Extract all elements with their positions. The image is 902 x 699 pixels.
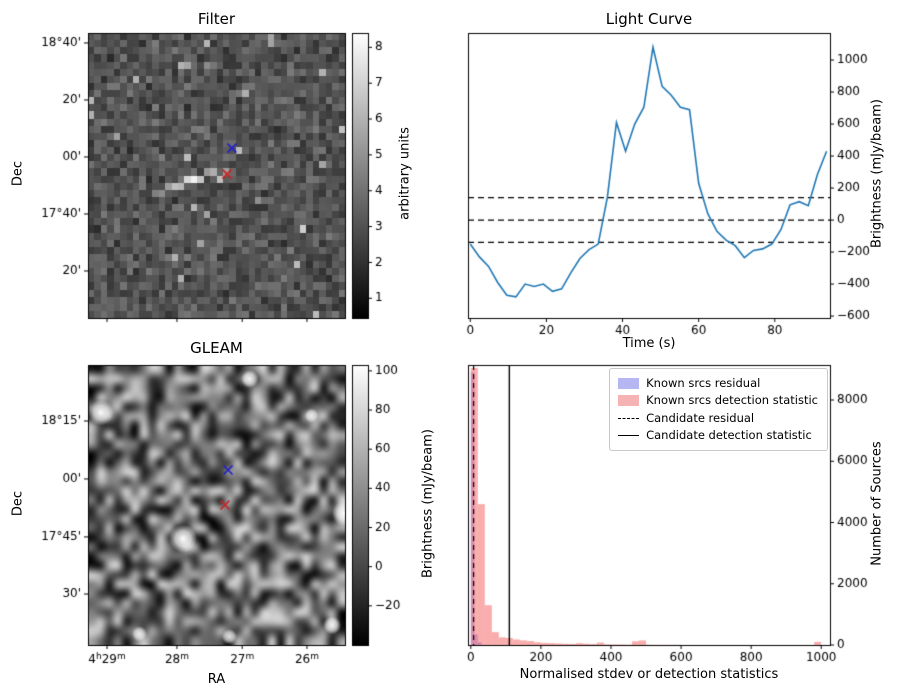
- legend-item-candidate-residual: Candidate residual: [618, 410, 818, 427]
- filter-heatmap-canvas: [0, 0, 455, 350]
- gleam-heatmap-canvas: [0, 350, 455, 699]
- legend-item-known-srcs-residual: Known srcs residual: [618, 375, 818, 392]
- legend-label: Known srcs detection statistic: [646, 393, 818, 408]
- light-curve-brightness-axis-label: Brightness (mJy/beam): [869, 99, 885, 248]
- histogram-stat-axis-label: Normalised stdev or detection statistics: [519, 667, 779, 682]
- light-curve-title: Light Curve: [605, 10, 693, 28]
- light-curve-canvas: [455, 0, 902, 350]
- histogram-legend: Known srcs residual Known srcs detection…: [609, 368, 828, 451]
- legend-label: Candidate residual: [646, 410, 755, 425]
- legend-label: Candidate detection statistic: [646, 427, 812, 442]
- legend-item-known-srcs-detection-statistic: Known srcs detection statistic: [618, 392, 818, 409]
- gleam-title: GLEAM: [190, 339, 243, 357]
- gleam-dec-axis-label: Dec: [10, 490, 26, 517]
- candidate-detection-statistic-solid-line-icon: [618, 434, 640, 436]
- filter-colorbar-label: arbitrary units: [397, 127, 413, 220]
- known-srcs-residual-swatch-icon: [618, 378, 640, 390]
- known-srcs-detection-statistic-swatch-icon: [618, 395, 640, 407]
- filter-dec-axis-label: Dec: [10, 160, 26, 187]
- gleam-ra-axis-label: RA: [207, 672, 226, 687]
- histogram-sources-axis-label: Number of Sources: [869, 441, 885, 566]
- gleam-colorbar-label: Brightness (mJy/beam): [420, 429, 436, 578]
- legend-label: Known srcs residual: [646, 376, 761, 390]
- light-curve-time-axis-label: Time (s): [622, 336, 676, 351]
- filter-title: Filter: [197, 10, 236, 28]
- legend-item-candidate-detection-statistic: Candidate detection statistic: [618, 427, 818, 444]
- candidate-residual-dashed-line-icon: [618, 417, 640, 419]
